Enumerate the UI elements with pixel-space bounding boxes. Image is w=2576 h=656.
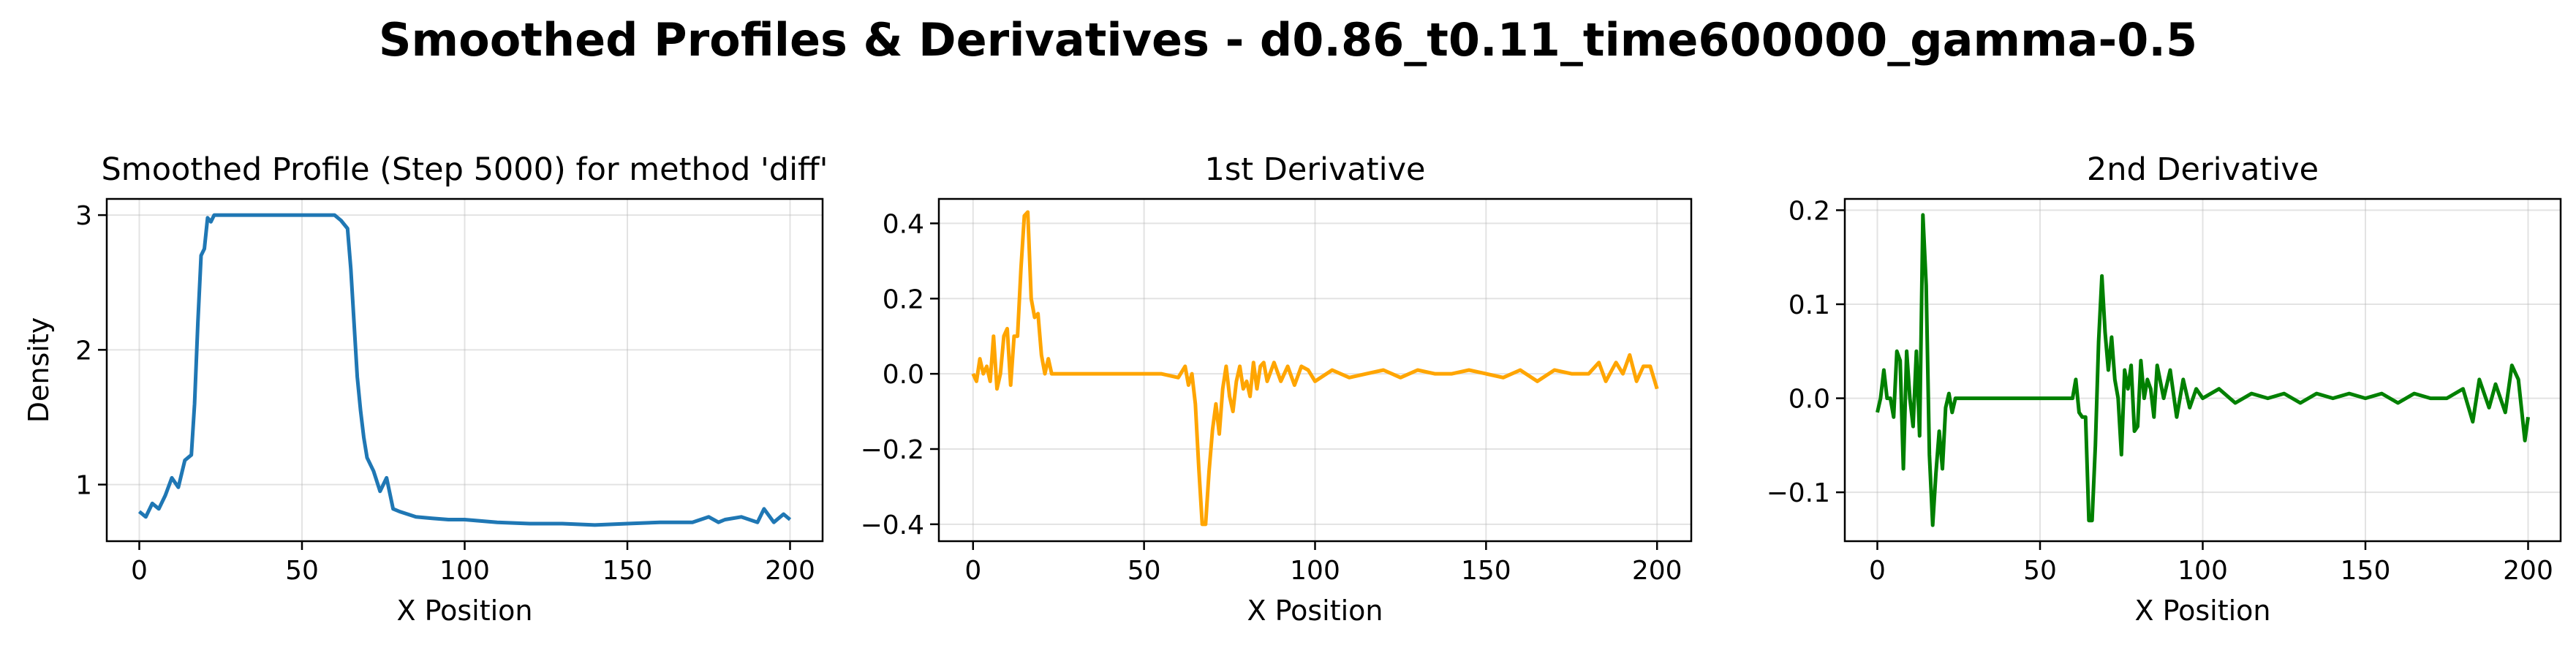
y-tick-label: 0.2 — [883, 284, 924, 314]
figure-title: Smoothed Profiles & Derivatives - d0.86_… — [378, 13, 2198, 67]
x-tick-label: 50 — [285, 556, 319, 586]
x-tick-label: 200 — [1632, 556, 1682, 586]
x-axis-label: X Position — [1247, 595, 1383, 627]
x-tick-label: 150 — [1461, 556, 1511, 586]
series-line — [971, 210, 1659, 527]
x-tick-label: 200 — [765, 556, 815, 586]
subplot-title: 2nd Derivative — [2087, 151, 2319, 188]
y-tick-label: 0.1 — [1789, 290, 1830, 320]
y-tick-label: 2 — [75, 336, 92, 366]
x-axis-label: X Position — [2134, 595, 2270, 627]
y-tick-label: −0.1 — [1767, 478, 1830, 508]
subplot-smoothed-profile: 0 50 100 150 200 1 2 3 Smoothed Profile (Step 50… — [23, 151, 828, 627]
x-tick-label: 100 — [1290, 556, 1340, 586]
x-tick-label: 150 — [2341, 556, 2391, 586]
x-tick-label: 50 — [2023, 556, 2057, 586]
series-line — [137, 213, 792, 527]
subplot-second-derivative: 0 50 100 150 200 −0.1 0.0 0.1 0.2 2nd Derivative X… — [1767, 151, 2562, 627]
y-tick-label: −0.4 — [861, 510, 924, 540]
x-tick-label: 50 — [1128, 556, 1161, 586]
y-tick-label: 0.0 — [1789, 385, 1830, 415]
x-tick-label: 0 — [131, 556, 148, 586]
y-tick-label: −0.2 — [861, 435, 924, 465]
y-tick-label: 0.0 — [883, 360, 924, 390]
x-tick-label: 200 — [2503, 556, 2553, 586]
y-tick-label: 1 — [75, 471, 92, 501]
y-axis-label: Density — [23, 317, 55, 423]
subplot-title: 1st Derivative — [1205, 151, 1426, 188]
x-axis-label: X Position — [396, 595, 532, 627]
y-tick-label: 0.2 — [1789, 196, 1830, 226]
y-tick-label: 3 — [75, 201, 92, 231]
x-tick-label: 100 — [439, 556, 490, 586]
x-tick-label: 150 — [603, 556, 653, 586]
x-tick-label: 0 — [964, 556, 981, 586]
y-tick-label: 0.4 — [883, 209, 924, 239]
subplot-title: Smoothed Profile (Step 5000) for method … — [102, 151, 828, 188]
x-tick-label: 100 — [2177, 556, 2228, 586]
subplot-first-derivative: 0 50 100 150 200 −0.4 −0.2 0.0 0.2 0.4 1st Derivat… — [861, 151, 1693, 627]
series-line — [1876, 213, 2530, 527]
x-tick-label: 0 — [1869, 556, 1886, 586]
